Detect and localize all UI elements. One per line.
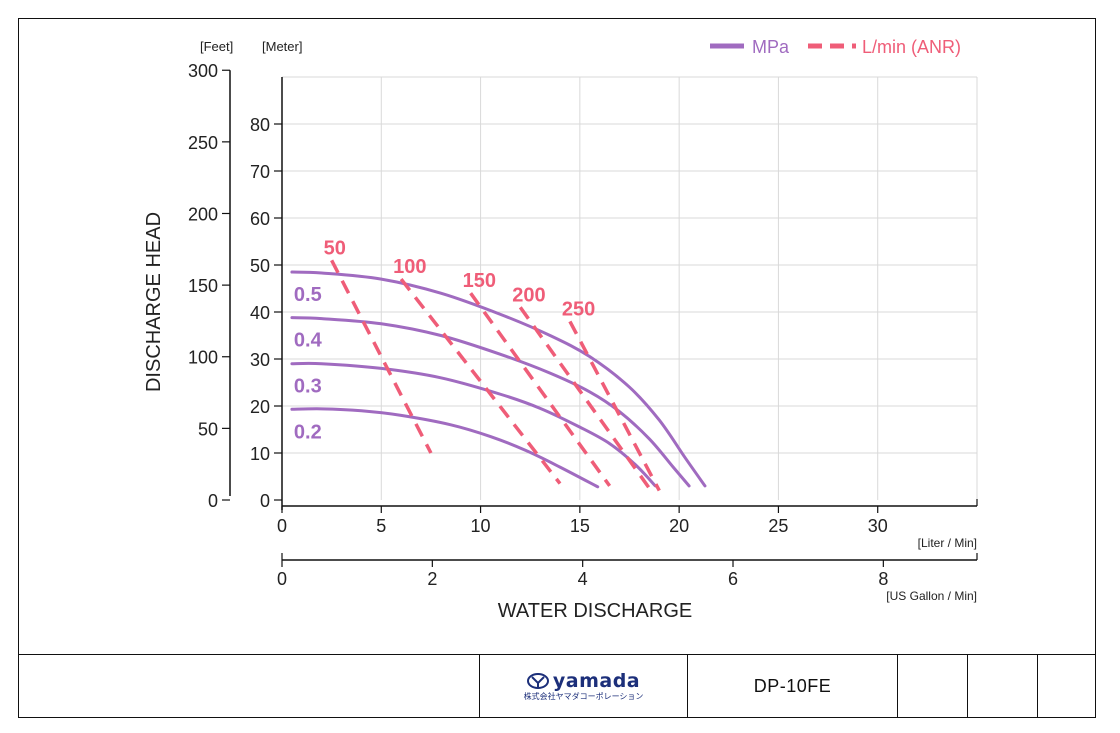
grid [282, 76, 978, 500]
pressure-curve-0.5 [290, 270, 707, 488]
air-line-250 [568, 320, 661, 492]
air-line-200 [518, 306, 651, 490]
y-tick-label-feet: 100 [188, 348, 218, 368]
y-unit-meter: [Meter] [262, 39, 302, 54]
y-tick-label-feet: 250 [188, 133, 218, 153]
pressure-label-0.2: 0.2 [294, 421, 322, 443]
x-tick-label-liter: 25 [768, 516, 788, 536]
title-block-blank-3 [967, 655, 1037, 717]
pressure-label-0.4: 0.4 [294, 330, 323, 352]
yamada-emblem-icon [526, 673, 549, 689]
y-tick-label-meter: 60 [250, 209, 270, 229]
air-label-200: 200 [512, 284, 545, 306]
x-tick-label-liter: 20 [669, 516, 689, 536]
title-block-model-cell: DP-10FE [687, 655, 897, 717]
x-tick-label-gallon: 4 [578, 569, 588, 589]
title-block-logo-cell: yamada 株式会社ヤマダコーポレーション [479, 655, 687, 717]
title-block-blank-4 [1037, 655, 1095, 717]
x-tick-label-gallon: 2 [427, 569, 437, 589]
y-tick-label-meter: 50 [250, 256, 270, 276]
y-tick-label-meter: 20 [250, 397, 270, 417]
air-line-100 [399, 278, 562, 485]
y-tick-label-meter: 0 [260, 491, 270, 511]
title-block-blank-2 [897, 655, 967, 717]
x-tick-label-gallon: 0 [277, 569, 287, 589]
yamada-logo: yamada 株式会社ヤマダコーポレーション [523, 669, 644, 701]
air-line-150 [469, 292, 612, 487]
y-tick-label-feet: 200 [188, 204, 218, 224]
x-tick-label-liter: 15 [570, 516, 590, 536]
x-unit-liter: [Liter / Min] [918, 536, 977, 550]
x-unit-gallon: [US Gallon / Min] [886, 589, 977, 603]
y-tick-label-meter: 10 [250, 444, 270, 464]
y-tick-label-feet: 0 [208, 491, 218, 511]
y-tick-label-feet: 300 [188, 61, 218, 81]
x-tick-label-liter: 5 [376, 516, 386, 536]
pressure-label-0.3: 0.3 [294, 376, 322, 398]
title-block: yamada 株式会社ヤマダコーポレーション DP-10FE [18, 654, 1096, 718]
air-label-100: 100 [393, 256, 426, 278]
logo-wordmark: yamada [552, 669, 641, 692]
x-tick-label-liter: 0 [277, 516, 287, 536]
pressure-curve-0.4 [290, 316, 691, 488]
air-label-150: 150 [463, 270, 496, 292]
air-label-50: 50 [324, 237, 346, 259]
y-tick-label-meter: 80 [250, 115, 270, 135]
pressure-curve-0.3 [290, 361, 657, 488]
x-tick-label-liter: 10 [471, 516, 491, 536]
legend-mpa-label: MPa [752, 37, 790, 57]
axes [222, 69, 978, 567]
pressure-curve-0.2 [290, 407, 600, 489]
series [290, 259, 707, 492]
y-tick-label-meter: 40 [250, 303, 270, 323]
legend-anr-label: L/min (ANR) [862, 37, 961, 57]
air-line-50 [330, 259, 433, 454]
logo-company-name: 株式会社ヤマダコーポレーション [523, 691, 644, 701]
y-unit-feet: [Feet] [200, 39, 233, 54]
x-axis-title: WATER DISCHARGE [498, 600, 692, 622]
y-tick-label-feet: 50 [198, 419, 218, 439]
y-tick-label-feet: 150 [188, 276, 218, 296]
x-tick-label-liter: 30 [868, 516, 888, 536]
y-tick-label-meter: 70 [250, 162, 270, 182]
x-tick-label-gallon: 8 [878, 569, 888, 589]
x-tick-label-gallon: 6 [728, 569, 738, 589]
pressure-label-0.5: 0.5 [294, 284, 322, 306]
y-axis-title: DISCHARGE HEAD [143, 212, 165, 392]
y-tick-label-meter: 30 [250, 350, 270, 370]
model-number: DP-10FE [753, 675, 832, 696]
title-block-blank-1 [19, 655, 479, 717]
air-label-250: 250 [562, 298, 595, 320]
legend: MPa L/min (ANR) [710, 37, 961, 57]
